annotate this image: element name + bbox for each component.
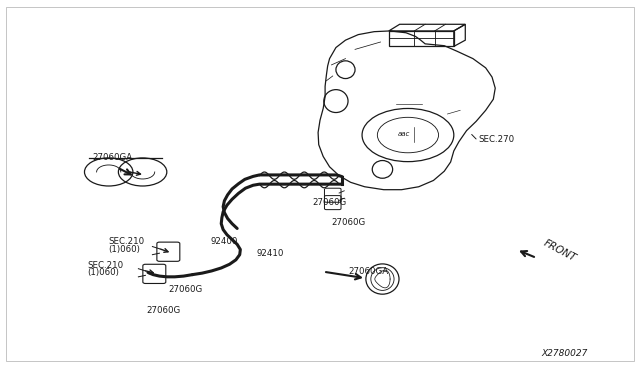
Text: (1)060): (1)060) (88, 268, 119, 278)
Text: 27060G: 27060G (147, 307, 181, 315)
Text: FRONT: FRONT (541, 238, 578, 264)
Text: SEC.210: SEC.210 (108, 237, 145, 246)
Text: 27060G: 27060G (168, 285, 203, 294)
Text: 27060GA: 27060GA (349, 267, 389, 276)
Text: X2780027: X2780027 (541, 349, 588, 358)
Text: SEC.270: SEC.270 (478, 135, 514, 144)
Text: 92410: 92410 (256, 249, 284, 258)
Text: 27060G: 27060G (312, 198, 347, 207)
Polygon shape (259, 175, 342, 184)
Text: 92400: 92400 (211, 237, 238, 246)
Polygon shape (259, 172, 339, 188)
Text: SEC.210: SEC.210 (88, 261, 124, 270)
Text: 27060GA: 27060GA (92, 153, 132, 162)
Text: aac: aac (397, 131, 410, 137)
Text: (1)060): (1)060) (108, 245, 140, 254)
Text: 27060G: 27060G (332, 218, 365, 227)
